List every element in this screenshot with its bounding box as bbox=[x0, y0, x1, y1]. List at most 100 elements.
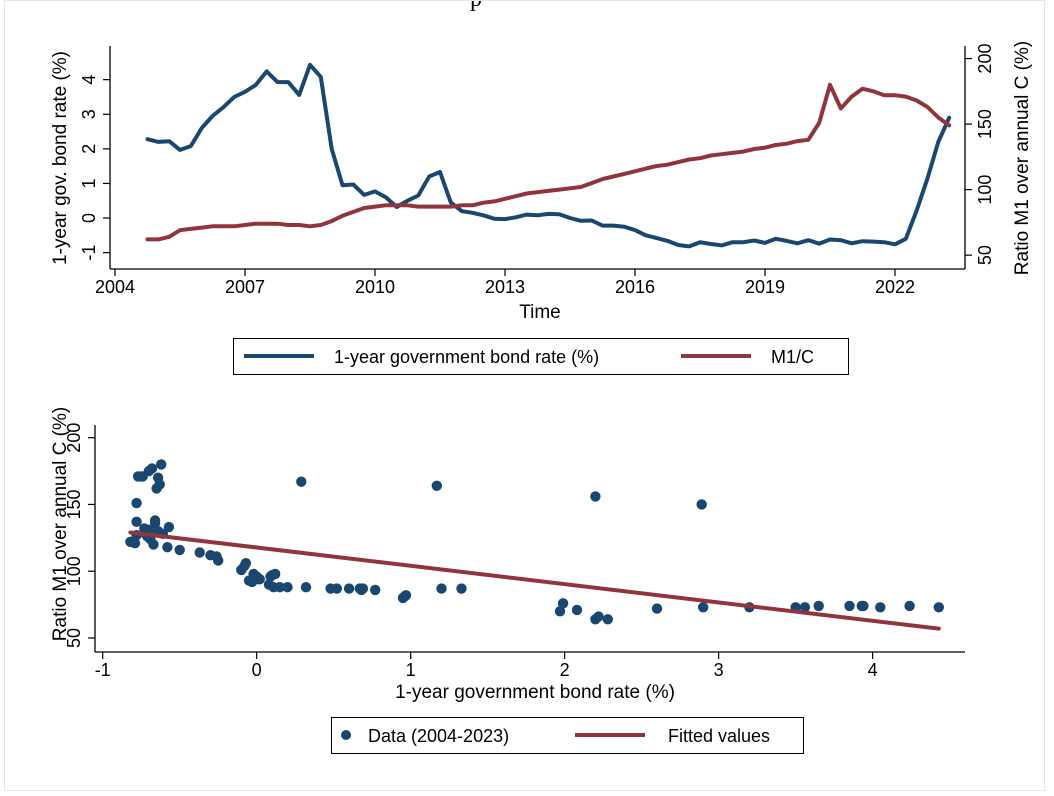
bottom-y-tick-label: 200 bbox=[64, 423, 84, 453]
top-right-y-tick-label: 50 bbox=[975, 245, 995, 265]
scatter-point bbox=[858, 600, 869, 612]
top-right-y-axis-title: Ratio M1 over annual C (%) bbox=[1012, 41, 1033, 275]
scatter-point bbox=[270, 568, 281, 580]
scatter-point bbox=[904, 600, 915, 612]
scatter-point bbox=[174, 544, 185, 556]
scatter-point bbox=[131, 497, 142, 509]
scatter-point bbox=[156, 459, 167, 470]
top-left-y-tick-label: 2 bbox=[79, 144, 99, 154]
top-x-tick-label: 2010 bbox=[355, 277, 395, 297]
scatter-point bbox=[571, 604, 583, 616]
scatter-point bbox=[436, 583, 447, 594]
bottom-y-axis-title: Ratio M1 over annual C (%) bbox=[50, 407, 71, 641]
scatter-point bbox=[370, 584, 381, 596]
bottom-x-axis-title: 1-year government bond rate (%) bbox=[395, 682, 675, 703]
bottom-series bbox=[125, 459, 944, 631]
scatter-point bbox=[282, 582, 293, 593]
scatter-point bbox=[875, 602, 886, 613]
scatter-point bbox=[296, 476, 307, 487]
scatter-point bbox=[696, 499, 707, 510]
scatter-point bbox=[799, 602, 811, 613]
series-line-bond-rate bbox=[145, 62, 952, 249]
scatter-point bbox=[590, 491, 601, 502]
top-x-tick-label: 2007 bbox=[225, 277, 265, 297]
scatter-point bbox=[813, 600, 824, 612]
scatter-point bbox=[343, 583, 355, 594]
bottom-y-tick-label: 150 bbox=[64, 489, 84, 519]
bottom-x-tick-label: 2 bbox=[560, 660, 570, 680]
top-left-y-axis-title: 1-year gov. bond rate (%) bbox=[50, 51, 71, 265]
fitted-values-line bbox=[128, 530, 941, 631]
scatter-point bbox=[602, 614, 613, 625]
scatter-point bbox=[698, 602, 709, 613]
scatter-point bbox=[163, 521, 175, 533]
scatter-point bbox=[431, 480, 442, 491]
top-legend: 1-year government bond rate (%) M1/C bbox=[233, 338, 849, 375]
scatter-point bbox=[162, 542, 173, 553]
bottom-x-tick-label: 0 bbox=[252, 660, 262, 680]
scatter-point bbox=[400, 590, 412, 601]
scatter-point bbox=[331, 583, 342, 594]
scatter-point bbox=[240, 558, 252, 569]
scatter-point bbox=[213, 555, 224, 566]
top-series-lines bbox=[145, 62, 952, 249]
legend-label-data: Data (2004-2023) bbox=[368, 726, 509, 746]
scatter-point bbox=[933, 602, 944, 613]
scatter-point bbox=[254, 574, 265, 585]
legend-label-fitted: Fitted values bbox=[668, 726, 770, 746]
top-left-y-tick-label: 0 bbox=[79, 213, 99, 223]
scatter-point bbox=[154, 479, 165, 490]
bottom-y-ticks: 50 100 150 200 bbox=[64, 423, 95, 648]
bottom-x-ticks: -1 0 1 2 3 4 bbox=[95, 652, 878, 680]
bottom-x-tick-label: 4 bbox=[868, 660, 878, 680]
top-right-y-tick-label: 200 bbox=[975, 44, 995, 74]
scatter-point bbox=[274, 582, 285, 593]
scatter-point bbox=[357, 583, 369, 594]
scatter-panel: 50 100 150 200 -1 0 1 2 3 4 1-year government bo… bbox=[50, 407, 965, 754]
top-x-tick-label: 2004 bbox=[95, 277, 135, 297]
scatter-point bbox=[300, 582, 312, 593]
legend-label-bond-rate: 1-year government bond rate (%) bbox=[334, 347, 599, 367]
bottom-x-tick-label: -1 bbox=[95, 660, 111, 680]
bottom-y-tick-label: 100 bbox=[64, 556, 84, 586]
scatter-point bbox=[593, 611, 604, 622]
legend-label-m1c: M1/C bbox=[771, 347, 814, 367]
scatter-point bbox=[651, 603, 663, 614]
top-right-y-tick-label: 100 bbox=[975, 175, 995, 205]
top-x-tick-label: 2016 bbox=[615, 277, 655, 297]
bottom-legend-box bbox=[331, 717, 804, 754]
top-x-ticks: 2004 2007 2010 2013 2016 2019 2022 bbox=[95, 269, 915, 297]
top-x-axis-title: Time bbox=[519, 302, 561, 323]
top-right-y-tick-label: 150 bbox=[975, 109, 995, 139]
top-left-y-tick-label: 1 bbox=[79, 178, 99, 188]
bottom-x-tick-label: 1 bbox=[406, 660, 416, 680]
scatter-point bbox=[456, 583, 467, 594]
scatter-point bbox=[146, 463, 158, 474]
clipped-caption-glyph: p bbox=[470, 0, 482, 13]
bottom-legend: Data (2004-2023) Fitted values bbox=[331, 717, 804, 754]
scatter-point bbox=[557, 598, 569, 609]
scatter-point bbox=[131, 516, 142, 527]
time-series-panel: -1 0 1 2 3 4 50 100 150 200 2004 2007 2010 2013 2016… bbox=[50, 41, 1033, 375]
scatter-point bbox=[194, 547, 205, 558]
legend-marker-data bbox=[341, 730, 351, 740]
scatter-point bbox=[148, 539, 159, 550]
bottom-y-tick-label: 50 bbox=[64, 628, 84, 648]
scatter-point bbox=[149, 517, 161, 529]
top-left-y-tick-label: -1 bbox=[79, 245, 99, 261]
top-right-y-ticks: 50 100 150 200 bbox=[965, 44, 995, 265]
scatter-point bbox=[844, 600, 855, 612]
scatter-point bbox=[554, 606, 566, 617]
top-x-tick-label: 2013 bbox=[485, 277, 525, 297]
series-line-m1c bbox=[145, 82, 952, 242]
figure-frame bbox=[4, 0, 1045, 791]
top-left-y-ticks: -1 0 1 2 3 4 bbox=[79, 75, 110, 261]
bottom-x-tick-label: 3 bbox=[714, 660, 724, 680]
scatter-point bbox=[129, 538, 141, 549]
top-left-y-tick-label: 3 bbox=[79, 109, 99, 119]
top-left-y-tick-label: 4 bbox=[79, 75, 99, 85]
top-x-tick-label: 2022 bbox=[875, 277, 915, 297]
clipped-top-caption: p bbox=[0, 0, 1054, 20]
top-x-tick-label: 2019 bbox=[745, 277, 785, 297]
